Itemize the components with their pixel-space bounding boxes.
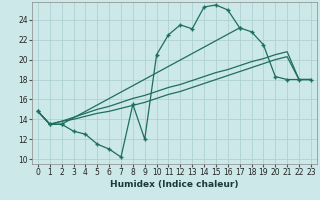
X-axis label: Humidex (Indice chaleur): Humidex (Indice chaleur) [110,180,239,189]
